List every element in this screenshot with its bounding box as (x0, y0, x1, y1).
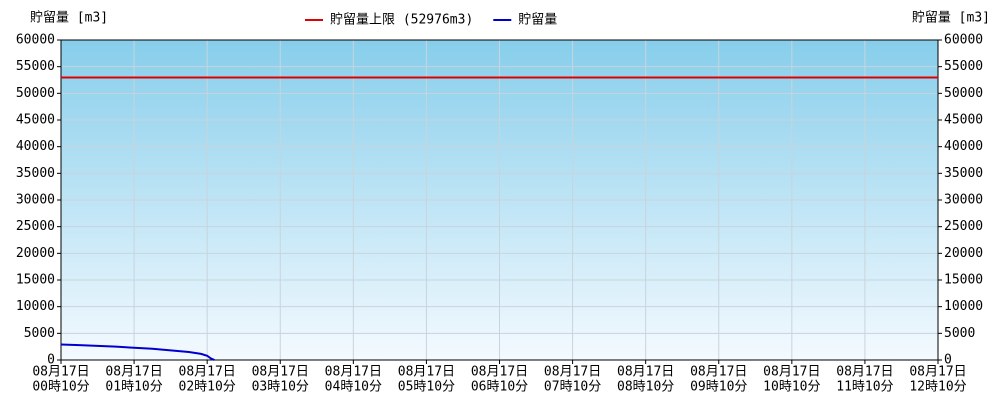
y-tick-label: 35000 (16, 166, 55, 181)
legend-label: 貯留量 (518, 13, 557, 28)
y-tick-label: 10000 (16, 299, 55, 314)
y2-tick-label: 35000 (944, 166, 983, 181)
y-tick-label: 5000 (24, 326, 55, 341)
x-tick-label: 08月17日 (252, 365, 309, 380)
y2-tick-label: 55000 (944, 59, 983, 74)
plot-border (60, 39, 939, 361)
y2-tick-label: 60000 (944, 33, 983, 48)
x-tick-label: 08月17日 (398, 365, 455, 380)
x-tick-label: 08月17日 (836, 365, 893, 380)
x-tick-label: 08月17日 (325, 365, 382, 380)
x-tick-label: 09時10分 (690, 380, 747, 395)
y2-tick-label: 10000 (944, 299, 983, 314)
x-tick-label: 10時10分 (763, 380, 820, 395)
x-tick-label: 12時10分 (909, 380, 966, 395)
x-tick-label: 08月17日 (32, 365, 89, 380)
x-tick-label: 01時10分 (105, 380, 162, 395)
y2-tick-label: 45000 (944, 113, 983, 128)
y-tick-label: 45000 (16, 113, 55, 128)
legend-label: 貯留量上限 (52976m3) (330, 13, 473, 28)
x-tick-label: 06時10分 (471, 380, 528, 395)
y-tick-label: 30000 (16, 193, 55, 208)
y2-tick-label: 15000 (944, 273, 983, 288)
y2-axis-label: 貯留量 [m3] (912, 11, 990, 26)
x-tick-label: 08月17日 (763, 365, 820, 380)
x-tick-label: 08月17日 (690, 365, 747, 380)
x-tick-label: 05時10分 (398, 380, 455, 395)
x-tick-label: 04時10分 (325, 380, 382, 395)
x-tick-label: 08時10分 (617, 380, 674, 395)
y-tick-label: 20000 (16, 246, 55, 261)
y-tick-label: 0 (47, 353, 55, 368)
x-tick-label: 02時10分 (179, 380, 236, 395)
x-tick-label: 08月17日 (617, 365, 674, 380)
y-tick-label: 40000 (16, 139, 55, 154)
y2-tick-label: 20000 (944, 246, 983, 261)
y2-tick-label: 25000 (944, 219, 983, 234)
x-tick-label: 11時10分 (836, 380, 893, 395)
y-tick-label: 50000 (16, 86, 55, 101)
y-axis-label: 貯留量 [m3] (30, 11, 108, 26)
y-tick-label: 55000 (16, 59, 55, 74)
x-tick-label: 08月17日 (909, 365, 966, 380)
x-tick-label: 08月17日 (471, 365, 528, 380)
y2-tick-label: 0 (944, 353, 952, 368)
y2-tick-label: 5000 (944, 326, 975, 341)
x-tick-label: 08月17日 (105, 365, 162, 380)
y-tick-label: 15000 (16, 273, 55, 288)
x-tick-label: 07時10分 (544, 380, 601, 395)
y2-tick-label: 30000 (944, 193, 983, 208)
y2-tick-label: 40000 (944, 139, 983, 154)
x-tick-label: 08月17日 (179, 365, 236, 380)
series-line (60, 343, 215, 361)
y-tick-label: 25000 (16, 219, 55, 234)
y-tick-label: 60000 (16, 33, 55, 48)
x-tick-label: 00時10分 (32, 380, 89, 395)
x-tick-label: 08月17日 (544, 365, 601, 380)
x-tick-label: 03時10分 (252, 380, 309, 395)
y2-tick-label: 50000 (944, 86, 983, 101)
